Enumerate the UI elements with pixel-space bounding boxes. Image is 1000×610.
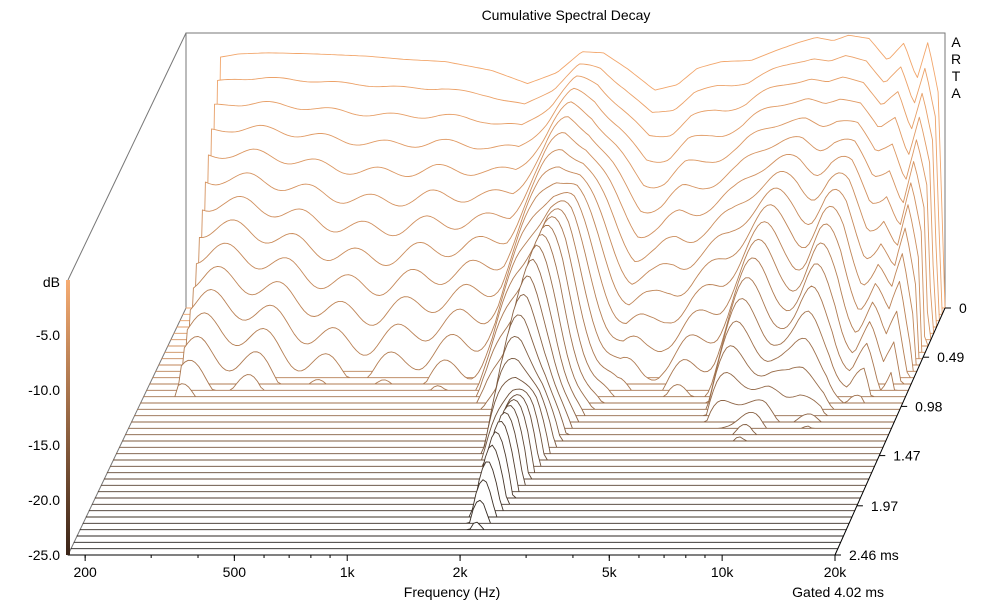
t-tick-label: 1.97 xyxy=(871,498,898,514)
x-axis-title: Frequency (Hz) xyxy=(404,584,500,600)
back-wall xyxy=(185,32,946,308)
brand-letter: R xyxy=(951,51,961,67)
z-tick-label: -25.0 xyxy=(28,547,60,563)
z-tick-label: -20.0 xyxy=(28,492,60,508)
brand-mark: A R T A xyxy=(951,34,961,101)
x-tick-label: 10k xyxy=(711,564,735,580)
t-tick-label: 0 xyxy=(959,300,967,316)
side-wall-edge xyxy=(67,32,187,281)
z-tick-label: -15.0 xyxy=(28,437,60,453)
gating-note: Gated 4.02 ms xyxy=(792,584,884,600)
brand-letter: A xyxy=(951,34,961,50)
decay-slice xyxy=(82,499,850,524)
x-tick-label: 500 xyxy=(223,564,247,580)
t-tick-label: 0.98 xyxy=(915,398,942,414)
z-tick-label: -10.0 xyxy=(28,382,60,398)
time-axis: 0 0.49 0.98 1.47 1.97 2.46 ms xyxy=(834,300,967,563)
decay-slice xyxy=(85,479,853,518)
back-frame xyxy=(67,32,946,556)
z-axis-title: dB xyxy=(43,274,60,290)
t-tick-label: 0.49 xyxy=(937,349,964,365)
decay-slice xyxy=(112,388,878,461)
level-color-bar xyxy=(66,280,70,555)
x-tick-label: 20k xyxy=(824,564,848,580)
t-axis-line xyxy=(834,307,946,556)
t-tick-label: 1.47 xyxy=(893,448,920,464)
floor-edge xyxy=(67,307,187,556)
chart-title: Cumulative Spectral Decay xyxy=(482,7,651,23)
frequency-axis: 200 500 1k 2k 5k 10k 20k xyxy=(68,554,848,580)
decay-slice xyxy=(79,521,847,531)
brand-letter: T xyxy=(952,68,961,84)
x-tick-label: 5k xyxy=(602,564,618,580)
t-tick-label: 2.46 ms xyxy=(849,547,899,563)
x-tick-label: 2k xyxy=(453,564,469,580)
z-tick-label: -5.0 xyxy=(36,327,60,343)
x-tick-label: 200 xyxy=(73,564,97,580)
x-tick-label: 1k xyxy=(340,564,356,580)
level-axis: -5.0 -10.0 -15.0 -20.0 -25.0 xyxy=(28,280,70,563)
brand-letter: A xyxy=(951,85,961,101)
decay-slice xyxy=(88,461,856,512)
decay-slices xyxy=(67,34,946,556)
